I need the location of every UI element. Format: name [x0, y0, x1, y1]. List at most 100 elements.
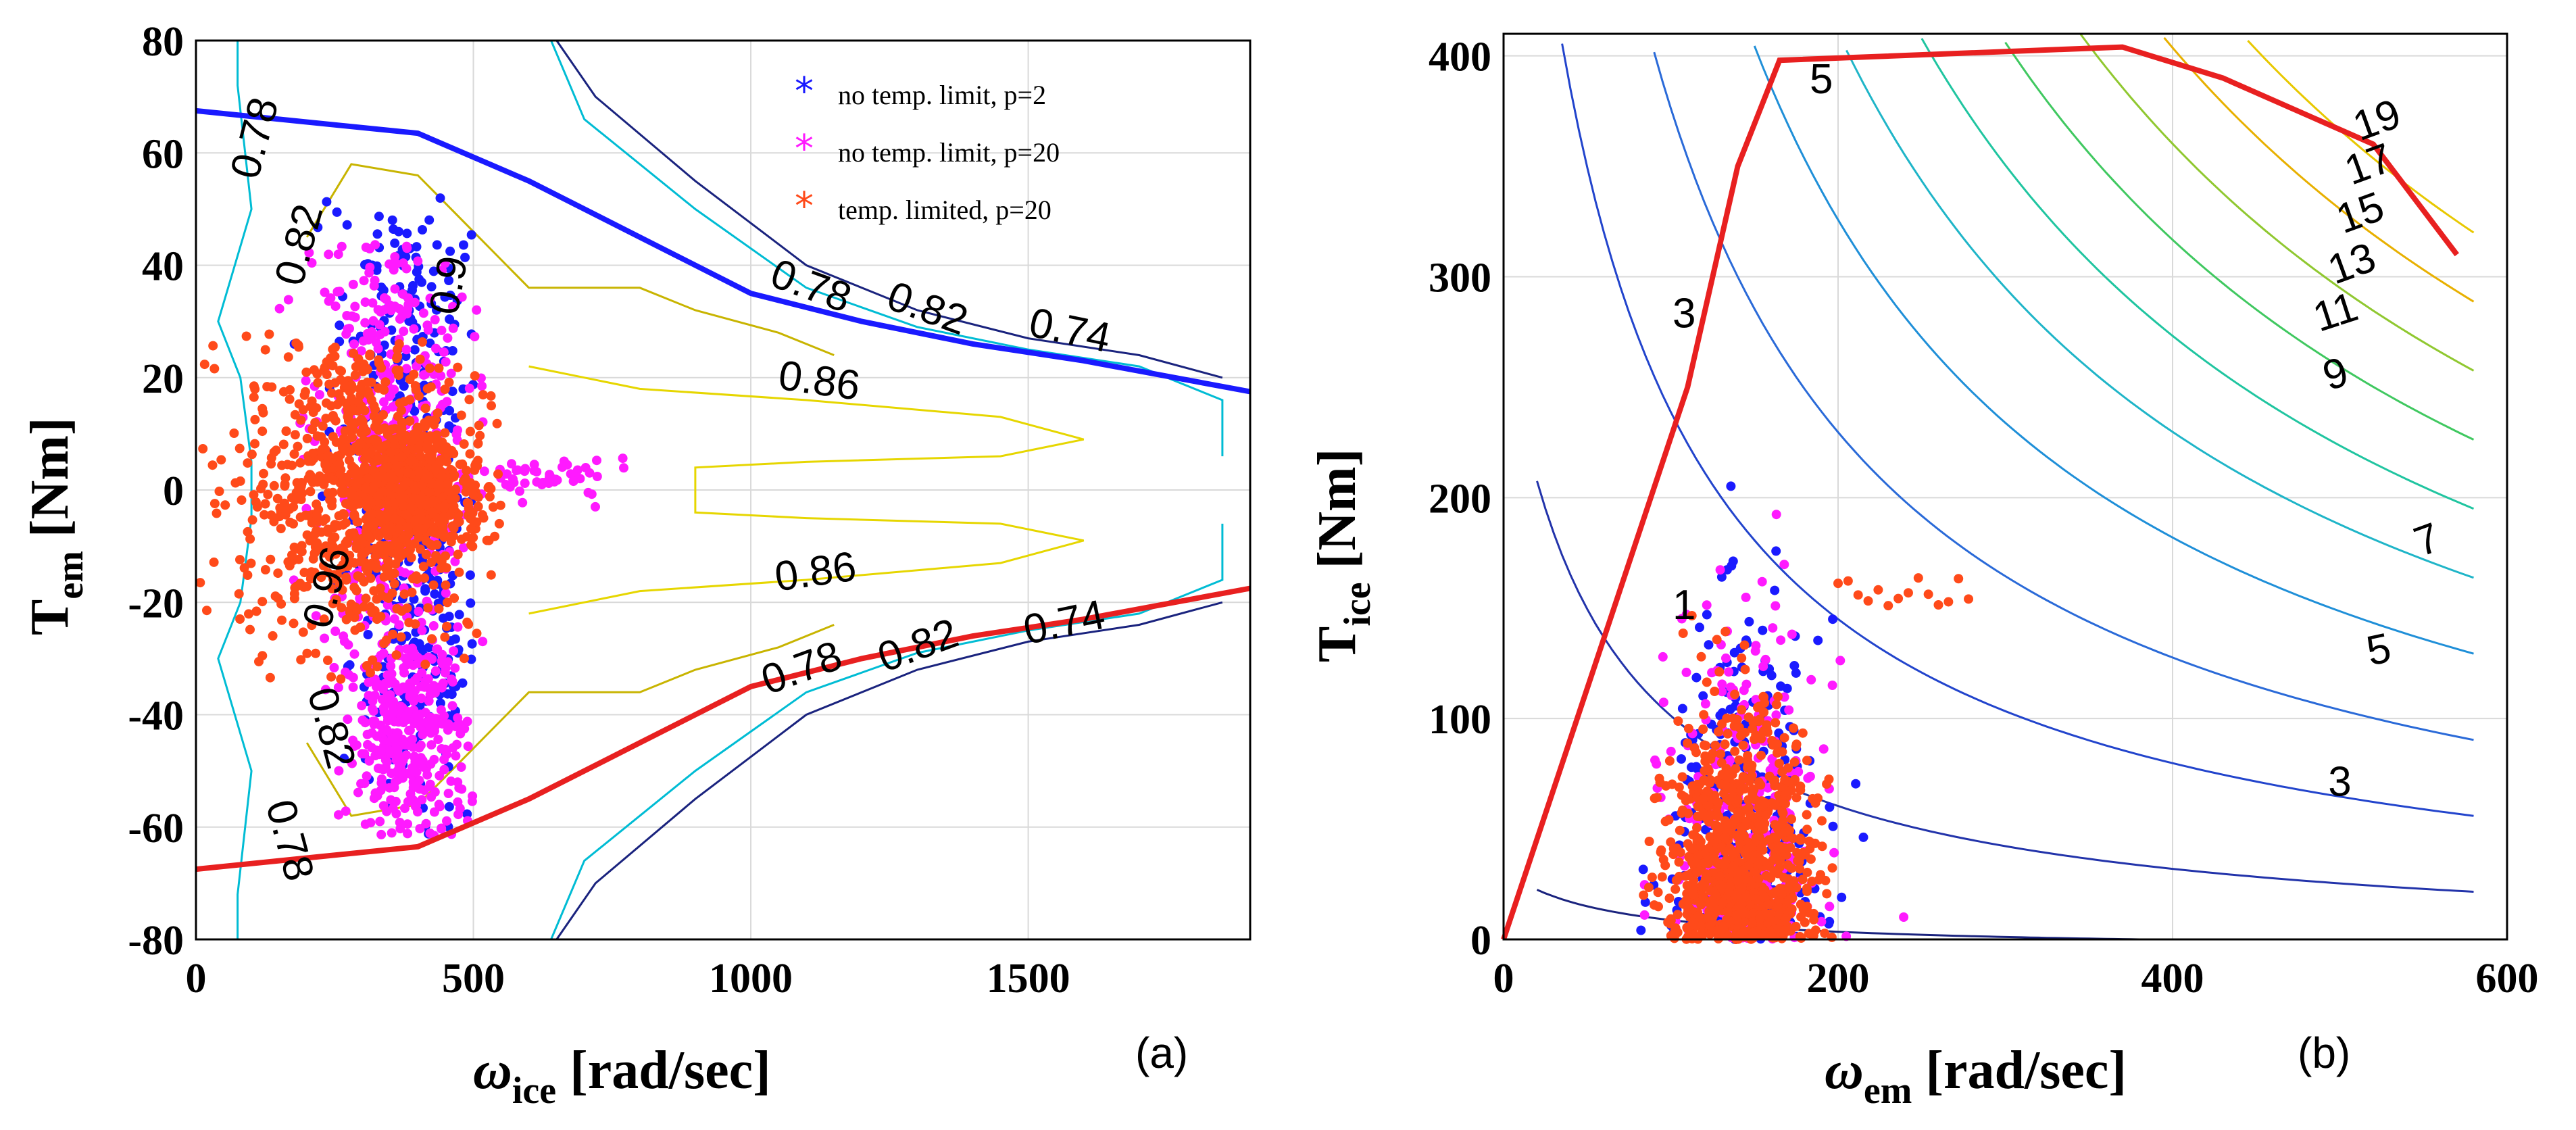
b-data-point	[1762, 723, 1772, 733]
b-data-point	[1795, 781, 1806, 791]
a-data-point	[477, 381, 487, 391]
b-data-point	[1787, 893, 1798, 903]
a-data-point	[467, 796, 477, 806]
a-data-point	[398, 289, 407, 299]
a-data-point	[404, 618, 414, 628]
a-data-point	[251, 606, 262, 616]
a-data-point	[435, 518, 445, 528]
b-data-point	[1725, 755, 1735, 765]
a-data-point	[359, 601, 369, 612]
a-data-point	[342, 311, 352, 320]
a-data-point	[462, 498, 472, 508]
a-data-point	[372, 791, 382, 801]
a-data-point	[330, 532, 340, 542]
a-data-point	[260, 499, 270, 509]
a-data-point	[336, 674, 346, 684]
b-data-point	[1745, 777, 1754, 786]
b-data-point	[1674, 857, 1684, 867]
a-data-point	[334, 810, 343, 820]
a-data-point	[375, 330, 385, 340]
a-data-point	[266, 554, 276, 564]
b-data-point	[1737, 705, 1747, 715]
a-data-point	[515, 486, 524, 496]
b-data-point	[1719, 789, 1729, 799]
b-data-point	[1782, 683, 1792, 693]
a-data-point	[484, 535, 494, 545]
b-data-point	[1780, 789, 1790, 800]
a-data-point	[326, 401, 336, 411]
a-data-point	[258, 479, 268, 489]
a-data-point	[376, 829, 387, 839]
a-data-point	[393, 684, 403, 694]
a-contour-label: 0.86	[772, 543, 859, 600]
a-data-point	[374, 531, 384, 541]
b-data-point	[1873, 585, 1883, 595]
b-data-point	[1683, 808, 1693, 818]
a-data-point	[257, 597, 268, 607]
b-data-point	[1720, 739, 1730, 750]
a-data-point	[243, 458, 253, 468]
a-data-point	[303, 456, 314, 466]
a-data-point	[420, 422, 430, 432]
b-data-point	[1803, 773, 1813, 783]
b-contour-label: 11	[2308, 283, 2364, 341]
a-data-point	[443, 789, 453, 798]
a-data-point	[343, 562, 353, 571]
b-data-point	[1744, 860, 1754, 870]
a-data-point	[423, 674, 433, 684]
a-data-point	[389, 614, 399, 624]
a-data-point	[351, 740, 362, 750]
a-data-point	[385, 783, 395, 793]
a-data-point	[394, 365, 404, 375]
a-contour-yellow	[528, 365, 1085, 615]
a-data-point	[397, 606, 407, 616]
a-data-point	[376, 443, 387, 453]
b-contour-line	[2163, 36, 2475, 303]
a-data-point	[345, 324, 354, 334]
a-data-point	[410, 676, 420, 686]
a-data-point	[401, 711, 412, 720]
a-data-point	[337, 366, 346, 376]
a-data-point	[387, 424, 397, 435]
a-data-point	[324, 249, 334, 260]
a-data-point	[447, 387, 457, 397]
b-data-point	[1800, 850, 1810, 860]
a-data-point	[409, 696, 419, 706]
a-data-point	[418, 225, 427, 235]
a-data-point	[409, 689, 419, 699]
a-data-point	[339, 488, 349, 498]
b-data-point	[1733, 867, 1743, 877]
a-data-point	[410, 516, 420, 526]
a-data-point	[328, 475, 339, 485]
a-max-torque-lower	[195, 585, 1251, 873]
b-data-point	[1853, 590, 1863, 600]
a-data-point	[458, 543, 468, 553]
a-data-point	[466, 540, 476, 550]
a-data-point	[320, 514, 330, 524]
a-data-point	[348, 682, 358, 692]
a-data-point	[460, 473, 470, 483]
a-data-point	[299, 390, 309, 400]
a-data-point	[377, 591, 387, 601]
b-contour-line	[1561, 43, 2474, 817]
b-data-point	[1707, 916, 1717, 927]
a-data-point	[387, 669, 397, 679]
a-data-point	[321, 414, 331, 424]
a-data-point	[379, 385, 389, 395]
a-data-point	[400, 804, 410, 813]
a-data-point	[342, 536, 352, 546]
a-data-point	[322, 357, 332, 367]
a-data-point	[420, 573, 430, 583]
a-contour-label: 0.78	[756, 632, 848, 704]
a-data-point	[440, 385, 450, 394]
a-data-point	[403, 522, 413, 533]
a-data-point	[405, 416, 415, 426]
b-contour-line	[1653, 51, 2474, 741]
a-data-point	[323, 524, 333, 535]
a-data-point	[302, 648, 312, 658]
b-data-point	[1777, 747, 1787, 757]
a-data-point	[341, 667, 351, 677]
a-data-point	[296, 415, 306, 425]
a-data-point	[252, 502, 262, 512]
a-data-point	[401, 264, 412, 274]
